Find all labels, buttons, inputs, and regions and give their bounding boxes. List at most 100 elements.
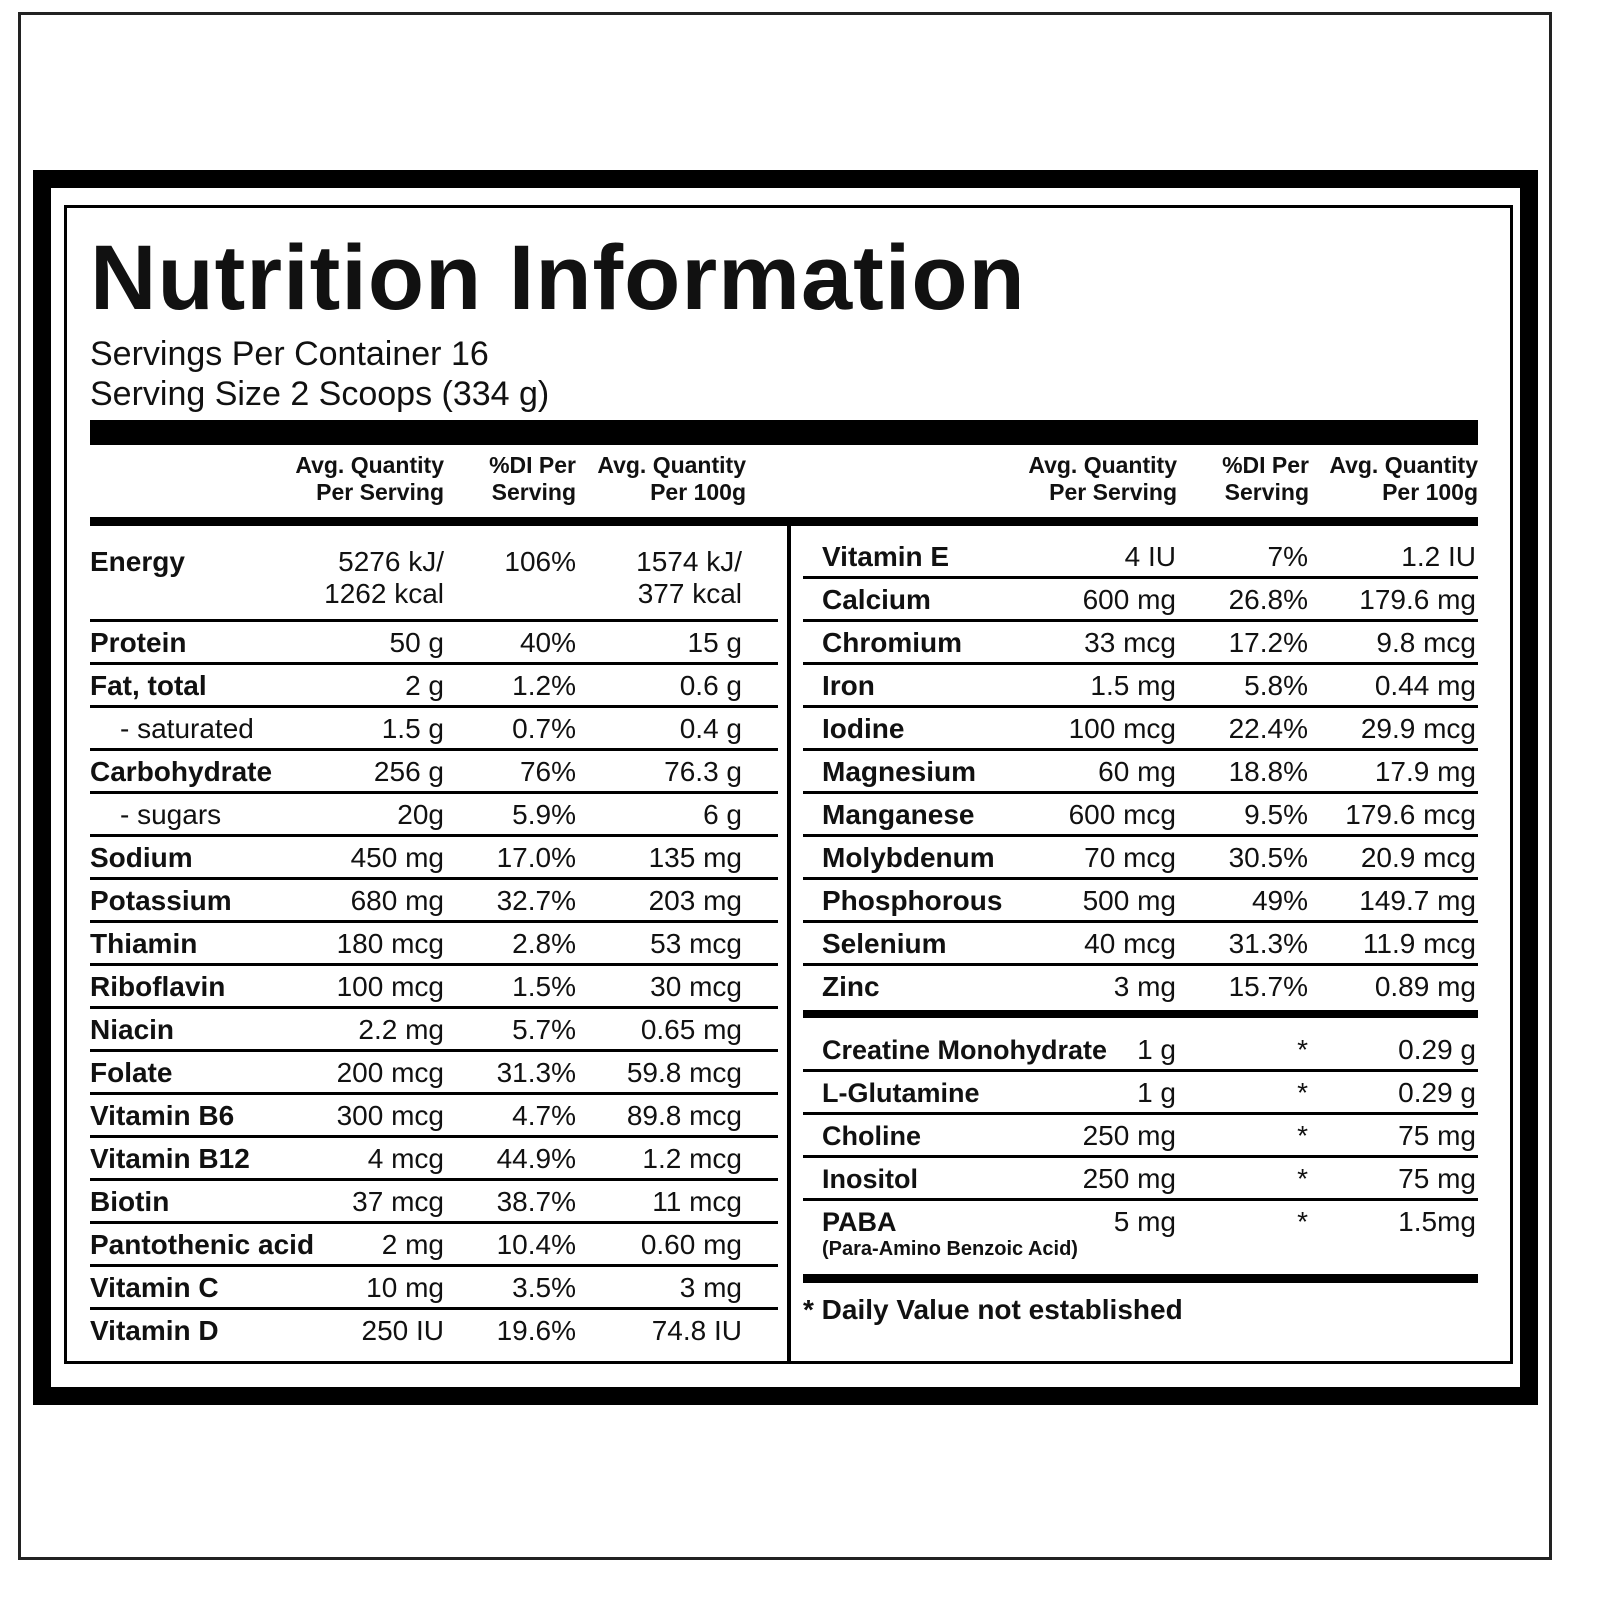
row-label: Vitamin C <box>90 1272 219 1303</box>
row-label: Zinc <box>822 971 880 1002</box>
row-value: 5.8% <box>1244 670 1308 701</box>
row-value: 40% <box>519 627 576 658</box>
column-header: Serving <box>491 479 576 505</box>
column-header: Per Serving <box>316 479 444 505</box>
column-header: Per Serving <box>1049 479 1177 505</box>
row-rule <box>803 963 1478 966</box>
row-value: 0.29 g <box>1398 1077 1476 1108</box>
row-rule <box>803 877 1478 880</box>
row-note: (Para-Amino Benzoic Acid) <box>822 1238 1078 1260</box>
row-value: 1574 kJ/ 377 kcal <box>636 546 742 609</box>
row-label: Inositol <box>822 1164 918 1194</box>
row-label: Chromium <box>822 627 962 658</box>
row-value: 106% <box>504 546 576 577</box>
row-rule <box>90 748 778 751</box>
row-rule <box>803 1155 1478 1158</box>
row-rule <box>90 1178 778 1181</box>
row-value: 59.8 mcg <box>626 1057 742 1088</box>
row-label: Biotin <box>90 1186 170 1217</box>
row-label: - saturated <box>120 713 254 744</box>
row-rule <box>90 662 778 665</box>
title: Nutrition Information <box>90 227 1026 329</box>
row-value: 70 mcg <box>1084 842 1176 873</box>
row-label: Sodium <box>90 842 193 873</box>
row-value: 5 mg <box>1113 1206 1176 1237</box>
row-value: 1 g <box>1137 1034 1176 1065</box>
row-rule <box>803 748 1478 751</box>
row-value: 3 mg <box>1113 971 1176 1002</box>
row-value: 5276 kJ/ 1262 kcal <box>324 546 444 609</box>
column-header: Per 100g <box>1382 479 1478 505</box>
row-value: 0.44 mg <box>1374 670 1476 701</box>
row-label: Vitamin E <box>822 541 950 572</box>
row-value: 179.6 mg <box>1359 584 1476 615</box>
row-label: Iron <box>822 670 875 701</box>
column-header: Avg. Quantity <box>1329 452 1478 478</box>
row-label: Creatine Monohydrate <box>822 1035 1108 1065</box>
row-value: 1.5% <box>512 971 576 1002</box>
row-rule <box>90 1307 778 1310</box>
row-rule <box>90 1049 778 1052</box>
row-value: 11.9 mcg <box>1362 928 1476 959</box>
row-label: Carbohydrate <box>90 756 273 787</box>
row-value: 4.7% <box>512 1100 576 1131</box>
column-divider <box>787 526 791 1364</box>
row-rule <box>90 1264 778 1267</box>
footnote: * Daily Value not established <box>803 1294 1183 1325</box>
row-value: 9.8 mcg <box>1376 627 1476 658</box>
row-value: 38.7% <box>496 1186 576 1217</box>
row-value: 0.7% <box>512 713 576 744</box>
row-value: 300 mcg <box>336 1100 444 1131</box>
row-value: 19.6% <box>496 1315 576 1346</box>
row-value: 0.6 g <box>679 670 742 701</box>
row-label: Selenium <box>822 928 947 959</box>
row-value: * <box>1297 1206 1308 1237</box>
row-value: 44.9% <box>496 1143 576 1174</box>
serving-size: Serving Size 2 Scoops (334 g) <box>90 375 550 413</box>
row-label: Niacin <box>90 1014 175 1045</box>
row-label: Fat, total <box>90 670 207 701</box>
row-rule <box>90 1135 778 1138</box>
row-label: Protein <box>90 627 187 658</box>
row-value: 0.65 mg <box>640 1014 742 1045</box>
row-value: 9.5% <box>1244 799 1308 830</box>
label-frame <box>33 170 1538 1405</box>
row-value: 4 IU <box>1124 541 1176 572</box>
row-value: 50 g <box>389 627 445 658</box>
row-rule <box>90 1092 778 1095</box>
row-rule <box>90 1006 778 1009</box>
row-label: - sugars <box>120 799 222 830</box>
row-value: 1.5mg <box>1398 1206 1476 1237</box>
row-value: 32.7% <box>496 885 576 916</box>
row-value: 31.3% <box>1228 928 1308 959</box>
row-rule <box>803 1198 1478 1201</box>
row-value: 33 mcg <box>1084 627 1176 658</box>
row-label: Phosphorous <box>822 885 1003 916</box>
row-value: * <box>1297 1120 1308 1151</box>
row-value: 1.2 mcg <box>642 1143 742 1174</box>
row-value: 22.4% <box>1228 713 1308 744</box>
row-value: 6 g <box>703 799 742 830</box>
row-value: 2.2 mg <box>358 1014 444 1045</box>
row-value: * <box>1297 1163 1308 1194</box>
row-value: 89.8 mcg <box>626 1100 742 1131</box>
row-label: Choline <box>822 1121 921 1151</box>
row-value: 1.5 mg <box>1090 670 1176 701</box>
row-value: 2 g <box>405 670 444 701</box>
row-rule <box>90 619 778 622</box>
row-value: 149.7 mg <box>1359 885 1476 916</box>
row-label: Riboflavin <box>90 971 226 1002</box>
row-value: 5.7% <box>512 1014 576 1045</box>
row-value: 20g <box>397 799 444 830</box>
servings: Servings Per Container 16 <box>90 335 489 373</box>
row-value: 600 mg <box>1082 584 1176 615</box>
row-value: 4 mcg <box>367 1143 444 1174</box>
row-rule <box>90 920 778 923</box>
row-value: 450 mg <box>350 842 444 873</box>
column-header: Per 100g <box>650 479 746 505</box>
row-rule <box>90 963 778 966</box>
row-label: Vitamin B12 <box>90 1143 250 1174</box>
row-rule <box>90 1221 778 1224</box>
row-value: 30.5% <box>1228 842 1308 873</box>
row-value: 76.3 g <box>664 756 742 787</box>
